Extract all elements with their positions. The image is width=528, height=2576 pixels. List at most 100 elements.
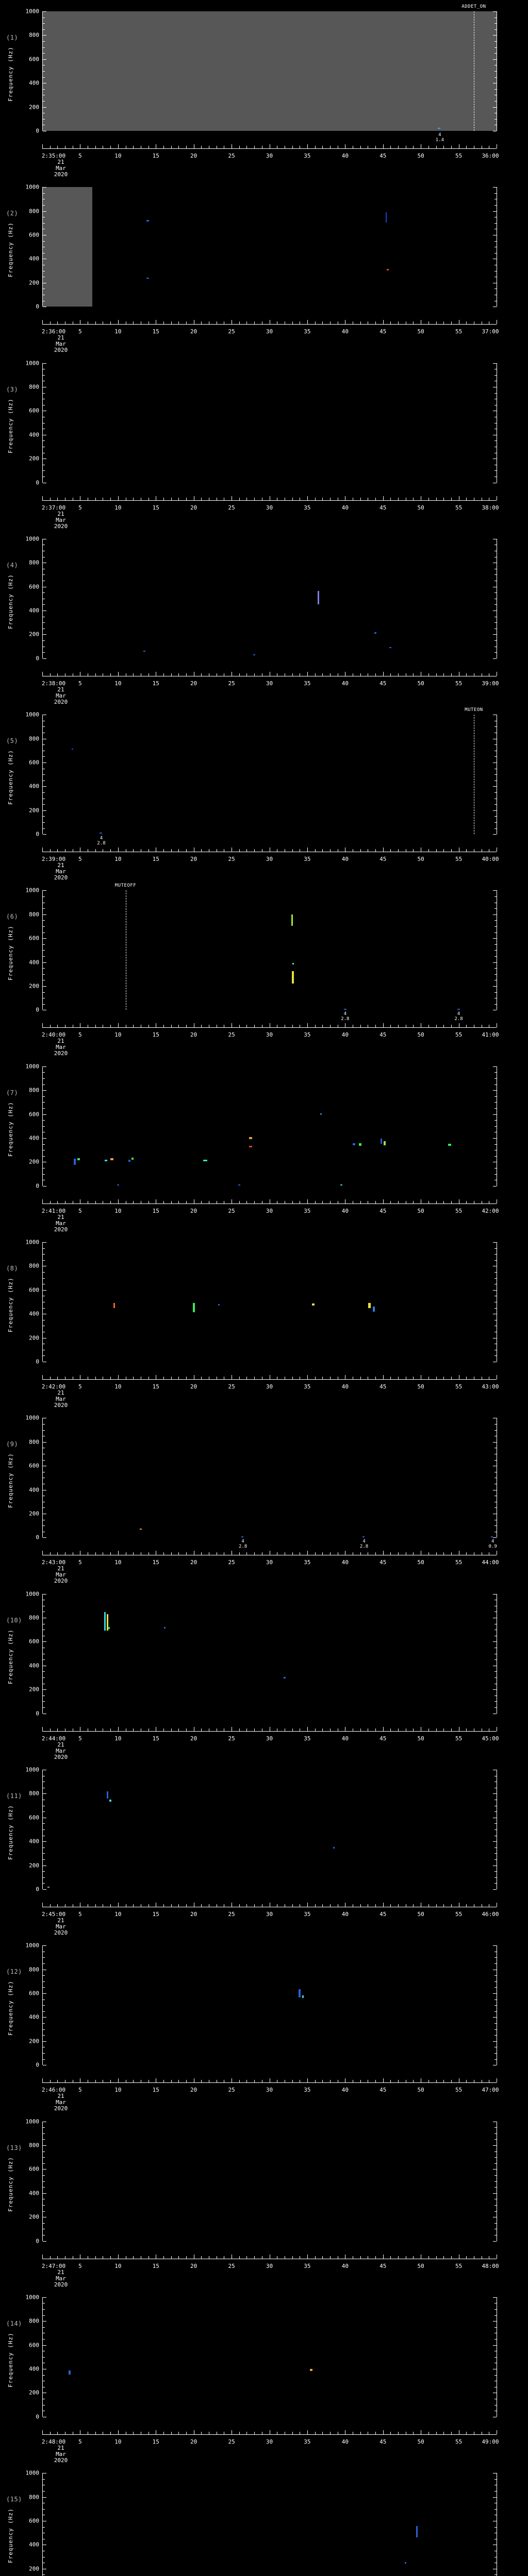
y-tick [43,774,45,775]
time-tick [451,1025,452,1028]
detection-mark [405,2562,407,2564]
time-tick [246,1200,248,1204]
time-axis-end-label: 43:00 [482,1383,499,1391]
time-axis-tick-label: 10 [114,2438,122,2445]
y-tick [43,1072,45,1073]
y-tick [494,816,497,817]
time-tick [451,2256,452,2259]
y-tick [43,908,45,909]
time-tick [133,146,134,148]
time-tick [118,496,119,500]
time-axis-tick-label: 30 [266,1735,273,1742]
y-tick-label: 400 [29,607,39,614]
time-axis-tick-label: 45 [380,1559,387,1566]
time-tick [398,1025,399,1028]
time-axis-date-label: 21 Mar 2020 [54,510,68,530]
y-tick-label: 200 [29,982,39,990]
y-tick [494,1156,497,1157]
time-tick [451,849,452,852]
time-tick [50,497,51,500]
y-tick [43,2211,45,2212]
time-axis-tick-label: 15 [152,1031,159,1039]
time-tick [375,849,376,852]
y-tick [494,1272,497,1273]
detection-mark [448,1143,451,1146]
y-tick [43,822,45,823]
time-tick [148,673,149,676]
y-axis-left [42,538,46,659]
y-tick [43,1308,45,1309]
time-tick [148,2256,149,2259]
time-axis [42,2078,497,2083]
y-axis-left [42,890,46,1011]
y-tick [494,1144,497,1145]
time-axis-date-label: 21 Mar 2020 [54,1917,68,1936]
time-tick [148,1377,149,1380]
time-tick [360,2431,361,2434]
time-tick [307,320,308,325]
time-tick [254,2256,255,2259]
detection-mark [299,1989,301,1998]
y-tick [494,574,497,575]
y-tick-label: 200 [29,1158,39,1165]
y-tick [43,1084,45,1085]
time-tick [413,146,414,148]
y-tick-label: 600 [29,1814,39,1821]
time-tick [375,2256,376,2259]
y-tick [43,914,46,915]
time-tick [322,673,323,676]
y-tick [43,1641,46,1642]
time-tick [466,849,467,852]
time-tick [375,1728,376,1731]
time-tick [95,1200,96,1204]
time-axis-tick-label: 20 [190,1207,197,1214]
y-tick [494,29,497,30]
time-tick [390,1552,391,1555]
detection-mark [359,1143,362,1146]
y-tick [493,1185,497,1187]
time-axis-tick-label: 50 [417,2087,424,2094]
time-axis-tick-label: 40 [341,1735,349,1742]
time-tick [110,321,111,325]
time-tick [443,1377,444,1380]
y-tick [43,2490,45,2492]
y-tick [494,2139,497,2140]
y-tick [494,1072,497,1073]
time-axis-tick-label: 20 [190,1910,197,1918]
detection-mark [241,1536,243,1537]
plot-background [42,1945,497,2065]
time-axis-tick-label: 45 [380,856,387,863]
y-tick [43,2479,45,2480]
time-tick [133,2431,134,2434]
y-tick [43,2187,45,2188]
time-tick [171,321,172,325]
time-tick [307,144,308,148]
time-tick [163,2256,164,2259]
time-axis-tick-label: 15 [152,152,159,159]
time-tick [315,321,316,325]
y-tick-label: 200 [29,104,39,111]
event-marker-label: ADDET_ON [461,4,486,9]
y-tick [494,1707,497,1708]
y-tick [493,1945,497,1946]
time-axis-tick-label: 40 [341,856,349,863]
y-tick [43,89,45,90]
time-tick [246,1728,248,1731]
time-tick [186,2256,187,2259]
time-tick [292,2256,293,2259]
time-tick [360,321,361,325]
time-tick [398,1200,399,1204]
time-tick [436,1025,437,1028]
y-tick [494,1308,497,1309]
y-tick-label: 800 [29,1966,39,1973]
time-axis-tick-label: 25 [228,2262,235,2269]
y-tick [43,1355,45,1357]
panel-index-label: (9) [6,1440,19,1448]
time-tick [375,2080,376,2083]
time-tick [428,1552,429,1555]
time-tick [451,497,452,500]
time-tick [466,1904,467,1907]
plot-area [42,1418,497,1538]
time-tick [413,1025,414,1028]
time-axis-tick-label: 25 [228,1207,235,1214]
